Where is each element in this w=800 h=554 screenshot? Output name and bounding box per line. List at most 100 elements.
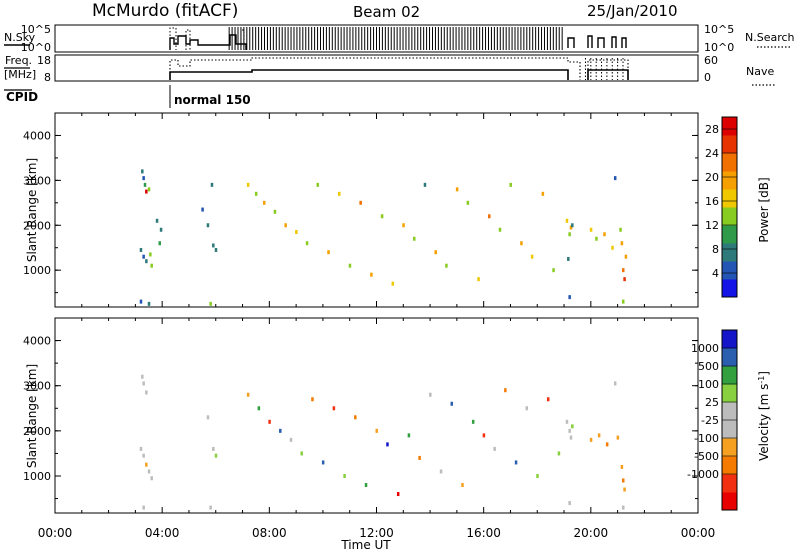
data-point	[445, 263, 448, 268]
freq-activity-bars	[584, 58, 624, 80]
freq-tick-top: 18	[37, 54, 51, 67]
data-point	[139, 247, 143, 252]
data-point	[455, 187, 459, 192]
data-point	[509, 182, 512, 187]
data-point	[613, 176, 617, 181]
colorbar-segment	[722, 438, 737, 457]
data-point	[536, 473, 539, 478]
data-point	[603, 232, 606, 237]
data-point	[565, 218, 569, 223]
colorbar-tick-label: 500	[698, 360, 719, 373]
freq-panel: Freq. [MHz] 18 8 60 0 Nave	[4, 54, 776, 86]
freq-label: Freq.	[5, 54, 32, 67]
colorbar-tick-label: -1000	[687, 468, 719, 481]
data-point	[141, 374, 144, 379]
colorbar-segment	[722, 456, 737, 475]
data-point	[557, 451, 561, 456]
cpid-panel: CPID normal 150	[4, 85, 251, 108]
y-tick-label: 4000	[23, 335, 51, 348]
data-point	[337, 191, 341, 196]
data-point	[139, 299, 143, 304]
colorbar-segment	[722, 261, 737, 280]
colorbar-segment	[722, 384, 737, 403]
data-point	[477, 277, 480, 282]
colorbar-tick-label: 25	[705, 396, 719, 409]
data-point	[541, 191, 545, 196]
data-point	[142, 254, 145, 259]
data-point	[145, 259, 148, 264]
colorbar-segment	[722, 330, 737, 349]
data-point	[212, 446, 215, 451]
data-point	[620, 464, 624, 469]
velocity-colorbar: 1000 500 100 25 -25 -100 -500 -1000	[687, 329, 738, 511]
colorbar-segment	[722, 225, 737, 244]
data-point	[571, 424, 574, 429]
data-point	[613, 381, 617, 386]
data-point	[621, 505, 625, 510]
x-axis-title: Time UT	[340, 538, 391, 552]
data-point	[147, 469, 151, 474]
data-point	[284, 223, 287, 228]
data-point	[246, 392, 250, 397]
velocity-y-ticks: 1000 2000 3000 4000	[23, 335, 698, 500]
x-tick-label: 20:00	[574, 526, 609, 540]
x-tick-labels: 00:00 04:00 08:00 12:00 16:00 20:00 00:00	[38, 526, 716, 540]
nave-trace	[169, 57, 629, 80]
velocity-x-ticks	[54, 318, 699, 513]
y-tick-label: 4000	[23, 129, 51, 142]
nsky-label: N.Sky	[4, 31, 36, 44]
colorbar-segment	[722, 207, 737, 226]
colorbar-tick-label: 4	[712, 267, 719, 280]
data-point	[150, 476, 153, 481]
data-point	[552, 268, 555, 273]
y-tick-label: 3000	[23, 174, 51, 187]
power-y-ticks: 1000 2000 3000 4000	[23, 129, 698, 294]
data-point	[605, 442, 609, 447]
data-point	[407, 433, 411, 438]
data-point	[273, 209, 277, 214]
velocity-plot-area	[54, 317, 699, 514]
data-point	[418, 455, 421, 460]
data-point	[611, 245, 614, 250]
data-point	[621, 478, 625, 483]
data-point	[589, 227, 593, 232]
data-point	[402, 223, 405, 228]
data-point	[209, 301, 212, 306]
data-point	[145, 462, 148, 467]
data-point	[143, 182, 147, 187]
y-tick-label: 2000	[23, 219, 51, 232]
colorbar-segment	[722, 366, 737, 385]
nsky-panel: N.Sky 10^5 10^0 10^5 10^0 N.Search	[4, 23, 795, 54]
data-point	[327, 250, 330, 255]
data-point	[504, 388, 507, 393]
beam-title: Beam 02	[353, 3, 420, 21]
data-point	[546, 397, 550, 402]
data-point	[568, 428, 571, 433]
data-point	[311, 397, 314, 402]
x-tick-label: 12:00	[359, 526, 394, 540]
data-point	[616, 435, 620, 440]
data-point	[254, 191, 258, 196]
freq-tick-bottom: 8	[44, 71, 51, 84]
colorbar-tick-label: 1000	[691, 342, 719, 355]
data-point	[525, 406, 529, 411]
date-title: 25/Jan/2010	[587, 2, 678, 20]
power-data-points	[139, 169, 628, 306]
nave-tick-top: 60	[704, 54, 718, 67]
data-point	[150, 263, 153, 268]
data-point	[289, 437, 293, 442]
y-tick-label: 1000	[23, 264, 51, 277]
colorbar-segment	[722, 171, 737, 190]
data-point	[620, 241, 624, 246]
data-point	[380, 214, 384, 219]
data-point	[332, 406, 336, 411]
nsky-late-trace	[567, 35, 627, 48]
colorbar-tick-label: 20	[705, 171, 719, 184]
data-point	[450, 401, 454, 406]
data-point	[624, 254, 628, 259]
data-point	[569, 225, 573, 230]
data-point	[279, 428, 282, 433]
nsky-tick-bottom: 10^0	[21, 41, 51, 54]
y-tick-label: 3000	[23, 380, 51, 393]
data-point	[567, 256, 570, 261]
